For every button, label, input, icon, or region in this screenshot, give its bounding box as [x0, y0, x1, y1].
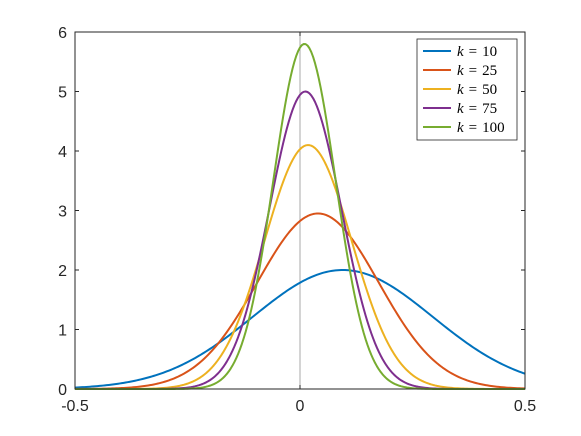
- y-ticks: 0 1 2 3 4 5 6: [58, 25, 525, 399]
- y-tick-label: 2: [58, 263, 67, 280]
- y-tick-label: 3: [58, 204, 67, 221]
- legend: k = 10 k = 25 k = 50 k = 75 k = 100: [416, 38, 518, 141]
- y-tick-label: 1: [58, 323, 67, 340]
- y-tick-label: 4: [58, 144, 67, 161]
- legend-variable: k: [457, 101, 464, 117]
- legend-label-3: k = 50: [457, 82, 497, 98]
- legend-variable: k: [457, 82, 464, 98]
- legend-variable: k: [457, 120, 464, 136]
- legend-variable: k: [457, 63, 464, 79]
- legend-label-4: k = 75: [457, 101, 497, 117]
- legend-value: 75: [482, 101, 497, 117]
- legend-relation: =: [469, 101, 477, 117]
- legend-value: 25: [482, 63, 497, 79]
- y-tick-label: 0: [58, 382, 67, 399]
- y-tick-label: 5: [58, 85, 67, 102]
- x-ticks: -0.5 0 0.5: [61, 32, 536, 415]
- x-tick-label: -0.5: [61, 398, 89, 415]
- series-line-2: [74, 212, 526, 390]
- legend-value: 10: [482, 44, 497, 60]
- legend-label-5: k = 100: [457, 120, 505, 136]
- legend-variable: k: [457, 44, 464, 60]
- x-tick-label: 0.5: [514, 398, 536, 415]
- series-line-1: [74, 269, 526, 389]
- legend-relation: =: [469, 63, 477, 79]
- legend-label-2: k = 25: [457, 63, 497, 79]
- legend-value: 50: [482, 82, 497, 98]
- legend-value: 100: [482, 120, 505, 136]
- legend-relation: =: [469, 82, 477, 98]
- legend-relation: =: [469, 120, 477, 136]
- y-tick-label: 6: [58, 25, 67, 42]
- legend-label-1: k = 10: [457, 44, 497, 60]
- x-tick-label: 0: [296, 398, 305, 415]
- legend-relation: =: [469, 44, 477, 60]
